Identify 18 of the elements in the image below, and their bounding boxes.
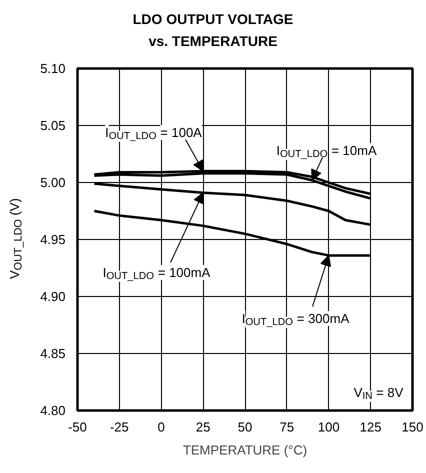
x-tick-label: 50 xyxy=(238,420,252,434)
y-tick-label: 5.00 xyxy=(40,175,66,190)
x-tick-label: 100 xyxy=(318,420,340,434)
x-tick-label: 75 xyxy=(280,420,294,434)
y-tick-label: 4.90 xyxy=(40,289,66,304)
y-tick-label: 5.05 xyxy=(40,118,66,133)
x-tick-label: 150 xyxy=(402,420,424,434)
x-tick-label: 25 xyxy=(196,420,210,434)
chart-title: LDO OUTPUT VOLTAGE vs. TEMPERATURE xyxy=(132,10,294,51)
y-tick-label: 4.95 xyxy=(40,232,66,247)
y-tick-label: 5.10 xyxy=(40,61,66,76)
x-axis-title: TEMPERATURE (°C) xyxy=(182,442,308,458)
x-tick-label: -50 xyxy=(68,420,87,434)
x-tick-label: 0 xyxy=(158,420,165,434)
y-tick-label: 4.85 xyxy=(40,346,66,361)
x-tick-label: -25 xyxy=(110,420,129,434)
y-tick-label: 4.80 xyxy=(40,403,66,418)
x-tick-label: 125 xyxy=(360,420,382,434)
